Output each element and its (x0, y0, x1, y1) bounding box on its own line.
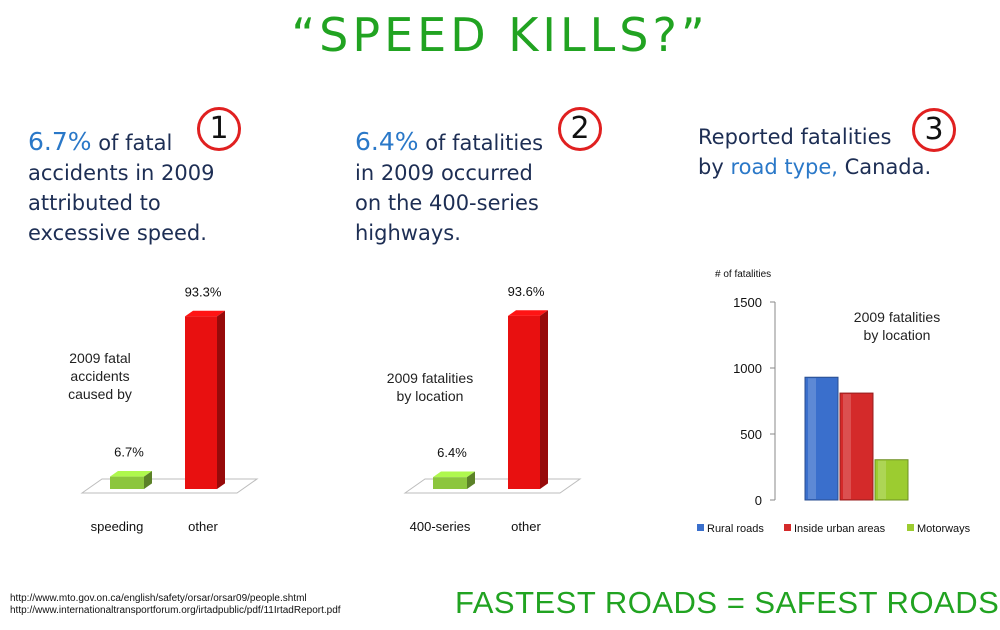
panel-1-number-badge: 1 (197, 107, 241, 151)
panel-2-number-badge: 2 (558, 107, 602, 151)
chart-1-bar-1 (110, 476, 144, 489)
panel-2-highlight: 6.4% (355, 127, 419, 156)
chart-2-bar-1-side (467, 471, 475, 489)
chart-3-bar-3-highlight (878, 460, 886, 499)
page-title: “SPEED KILLS?” (291, 8, 709, 62)
chart-2-value-label-1: 6.4% (437, 445, 467, 460)
chart-3-legend-swatch-2 (784, 524, 791, 531)
chart-3-y-tick-label-4: 1500 (733, 295, 762, 310)
chart-1-category-label-1: speeding (91, 519, 144, 534)
chart-2-bar-2 (508, 315, 540, 489)
chart-3-legend-swatch-3 (907, 524, 914, 531)
chart-2-annotation-line-1: 2009 fatalities (387, 370, 473, 386)
chart-2-bar-1 (433, 477, 467, 489)
chart-3-bar-2-highlight (843, 394, 851, 499)
chart-3-legend-label-3: Motorways (917, 523, 971, 535)
panel-2-line2: in 2009 occurred (355, 161, 533, 185)
panel-2-text: 6.4% of fatalities in 2009 occurred on t… (355, 127, 543, 248)
chart-1-annotation-line-2: accidents (70, 368, 129, 384)
panel-2-line4: highways. (355, 221, 461, 245)
panel-1-highlight: 6.7% (28, 127, 92, 156)
source-link-2[interactable]: http://www.internationaltransportforum.o… (10, 605, 341, 616)
panel-3-number-badge: 3 (912, 108, 956, 152)
chart-3-annotation-line-1: 2009 fatalities (854, 309, 940, 325)
panel-2-line1: of fatalities (418, 131, 544, 155)
chart-1-bar-2-top (185, 310, 225, 317)
panel-3-line1: Reported fatalities (698, 125, 892, 149)
panel-1-line3: attributed to (28, 191, 161, 215)
chart-1-category-label-2: other (188, 519, 218, 534)
chart-1-bar-2 (185, 316, 217, 489)
chart-1-bar-2-side (217, 310, 225, 489)
panel-1-line4: excessive speed. (28, 221, 207, 245)
chart-2-category-label-1: 400-series (410, 519, 471, 534)
chart-3-bar-1-highlight (808, 378, 816, 499)
chart-3-legend-label-2: Inside urban areas (794, 523, 886, 535)
chart-1-annotation-line-3: caused by (68, 386, 132, 402)
chart-3-legend-swatch-1 (697, 524, 704, 531)
chart-3-y-tick-label-3: 1000 (733, 361, 762, 376)
chart-2-bar-1-top (433, 471, 475, 478)
chart-1-floor (80, 478, 259, 494)
chart-2-bar-2-side (540, 310, 548, 489)
chart-2-bar-2-top (508, 310, 548, 316)
chart-3-y-axis-title: # of fatalities (715, 269, 771, 280)
sources: http://www.mto.gov.on.ca/english/safety/… (10, 593, 341, 617)
chart-2-annotation-line-2: by location (397, 388, 464, 404)
chart-3-bar-1 (804, 376, 839, 501)
chart-2-floor (403, 478, 582, 494)
panel-1-text: 6.7% of fatal accidents in 2009 attribut… (28, 127, 214, 248)
chart-3-bar-2 (839, 392, 874, 501)
chart-1-bar-1-top (110, 471, 152, 477)
chart-2-value-label-2: 93.6% (508, 284, 545, 299)
chart-3-y-tick-label-2: 500 (740, 427, 762, 442)
chart-3-bar-3 (874, 459, 909, 501)
chart-1-annotation-line-1: 2009 fatal (69, 350, 131, 366)
panel-1-line1: of fatal (91, 131, 173, 155)
panel-3-line2-pre: by (698, 155, 731, 179)
panel-1-line2: accidents in 2009 (28, 161, 215, 185)
chart-1-bar-1-side (144, 471, 152, 489)
panel-3-line2-post: Canada. (837, 155, 932, 179)
chart-2-category-label-2: other (511, 519, 541, 534)
chart-3-y-tick-label-1: 0 (755, 493, 762, 508)
panel-3-highlight: road type, (730, 155, 838, 179)
panel-2-line3: on the 400-series (355, 191, 539, 215)
chart-3-annotation-line-2: by location (864, 327, 931, 343)
footer-slogan: FASTEST ROADS = SAFEST ROADS (455, 585, 1000, 620)
panel-3-text: Reported fatalities by road type, Canada… (698, 122, 931, 182)
chart-1-value-label-2: 93.3% (185, 284, 222, 299)
chart-1-value-label-1: 6.7% (114, 445, 144, 460)
chart-3-legend-label-1: Rural roads (707, 523, 764, 535)
source-link-1[interactable]: http://www.mto.gov.on.ca/english/safety/… (10, 593, 307, 604)
